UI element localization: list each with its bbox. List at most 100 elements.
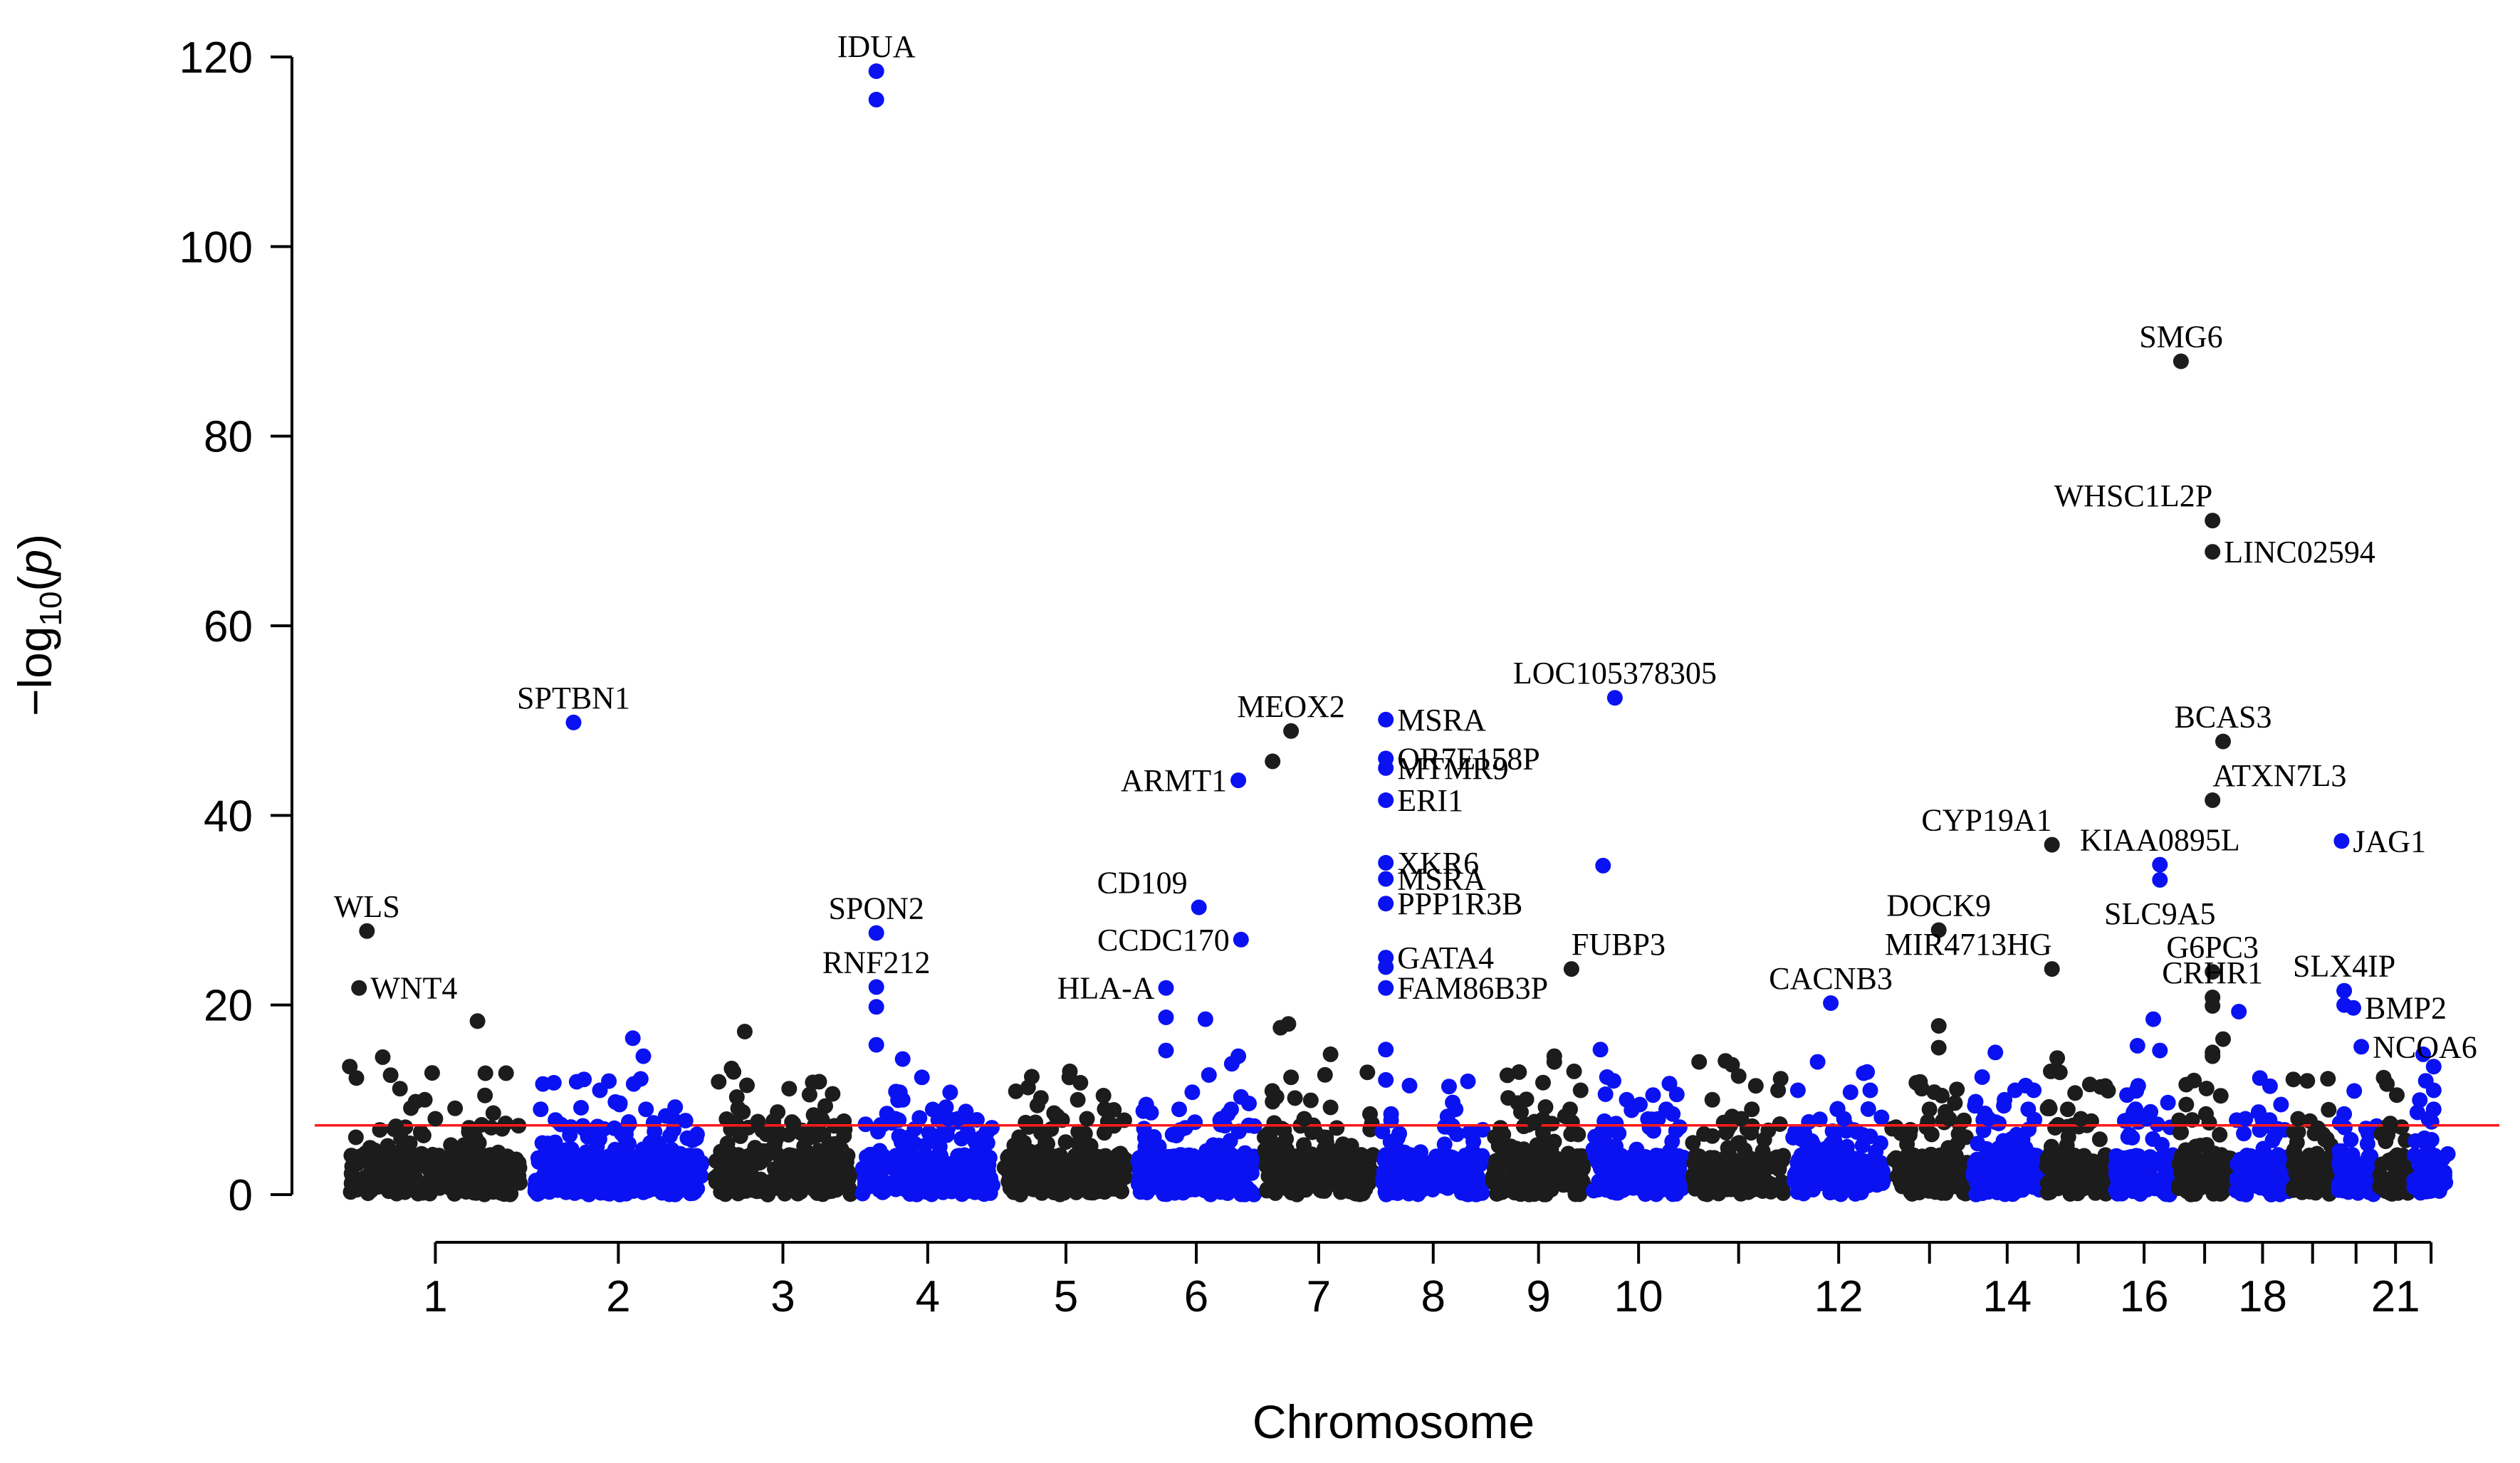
gene-label: SMG6 <box>2139 320 2222 355</box>
background-point <box>957 1183 973 1199</box>
background-point <box>2187 1138 2204 1155</box>
data-point <box>868 925 884 941</box>
data-point <box>533 1101 549 1118</box>
background-point <box>1801 1113 1817 1130</box>
background-point <box>1825 1165 1841 1181</box>
data-point <box>2273 1096 2289 1113</box>
background-point <box>2262 1078 2278 1094</box>
y-tick-label: 20 <box>204 982 253 1031</box>
data-point <box>1171 1101 1187 1118</box>
background-point <box>1381 1149 1397 1165</box>
data-point <box>1378 871 1394 887</box>
background-point <box>1664 1133 1680 1150</box>
background-point <box>2154 1171 2170 1187</box>
background-point <box>1860 1101 1876 1117</box>
background-point <box>874 1147 891 1163</box>
background-point <box>550 1174 567 1190</box>
background-point <box>647 1123 663 1140</box>
data-point <box>2205 1048 2221 1064</box>
background-point <box>1222 1133 1238 1149</box>
y-tick-label: 40 <box>204 792 253 841</box>
data-point <box>2250 1104 2267 1121</box>
background-point <box>346 1155 362 1170</box>
background-point <box>811 1074 827 1090</box>
background-point <box>1671 1160 1688 1177</box>
data-point <box>1046 1105 1062 1121</box>
background-point <box>914 1069 930 1086</box>
data-point <box>1197 1011 1213 1027</box>
data-point <box>1283 723 1300 739</box>
background-point <box>1656 1162 1672 1178</box>
background-point <box>1243 1165 1260 1181</box>
data-point <box>1724 1056 1740 1073</box>
background-point <box>2377 1180 2393 1197</box>
background-point <box>2407 1133 2424 1149</box>
background-point <box>2040 1158 2056 1175</box>
data-point <box>770 1104 786 1121</box>
background-point <box>840 1148 856 1164</box>
background-point <box>929 1175 945 1191</box>
background-point <box>1950 1178 1967 1194</box>
gene-label: WLS <box>334 889 400 924</box>
gene-label: KIAA0895L <box>2080 823 2240 858</box>
background-point <box>1646 1123 1661 1139</box>
background-point <box>2412 1092 2428 1108</box>
background-point <box>711 1074 727 1090</box>
gene-label: GATA4 <box>1397 940 1494 975</box>
background-point <box>1806 1169 1822 1185</box>
background-point <box>684 1160 700 1176</box>
background-point <box>1206 1144 1222 1160</box>
background-point <box>1933 1087 1950 1103</box>
background-point <box>400 1175 417 1192</box>
background-point <box>647 1169 664 1185</box>
background-point <box>413 1126 429 1142</box>
background-point <box>362 1170 379 1186</box>
gene-label: NCOA6 <box>2373 1029 2477 1064</box>
background-point <box>621 1136 637 1152</box>
background-point <box>859 1165 875 1181</box>
background-point <box>941 1182 957 1198</box>
background-point <box>842 1166 858 1183</box>
background-point <box>1141 1162 1157 1178</box>
gene-label: MEOX2 <box>1237 689 1345 724</box>
data-point <box>469 1013 486 1029</box>
background-point <box>1186 1163 1202 1179</box>
background-point <box>2131 1148 2147 1164</box>
significant-points <box>342 63 2442 1136</box>
data-point <box>950 1111 966 1127</box>
background-point <box>1067 1148 1083 1164</box>
data-point <box>1606 1073 1621 1089</box>
gene-label: CCDC170 <box>1097 923 1230 958</box>
y-axis: 0 20 40 60 80 100 120 <box>179 33 293 1220</box>
data-point <box>2198 1106 2214 1122</box>
background-point <box>497 1116 513 1131</box>
data-point <box>2178 1096 2195 1113</box>
data-point <box>1930 922 1947 938</box>
background-point <box>2171 1178 2187 1194</box>
data-point <box>723 1060 740 1076</box>
gene-label: ARMT1 <box>1121 763 1227 798</box>
background-point <box>377 1171 394 1187</box>
data-point <box>565 714 582 730</box>
background-point <box>2255 1140 2271 1157</box>
background-point <box>1002 1153 1018 1169</box>
background-point <box>2395 1160 2411 1176</box>
background-point <box>1838 1123 1854 1139</box>
x-tick-label: 14 <box>1982 1272 2032 1321</box>
background-point <box>1020 1119 1037 1135</box>
data-point <box>606 1120 622 1136</box>
data-point <box>2205 544 2221 560</box>
background-point <box>2142 1149 2158 1165</box>
background-point <box>1258 1183 1275 1199</box>
background-point <box>2160 1094 2176 1111</box>
background-point <box>753 1153 770 1170</box>
background-point <box>2154 1137 2170 1153</box>
background-point <box>1170 1167 1186 1183</box>
background-point <box>1787 1123 1804 1140</box>
data-point <box>417 1091 433 1108</box>
y-tick-label: 100 <box>179 223 253 272</box>
background-point <box>1495 1126 1512 1143</box>
data-point <box>677 1113 694 1129</box>
background-point <box>739 1077 755 1094</box>
background-point <box>1756 1131 1772 1148</box>
